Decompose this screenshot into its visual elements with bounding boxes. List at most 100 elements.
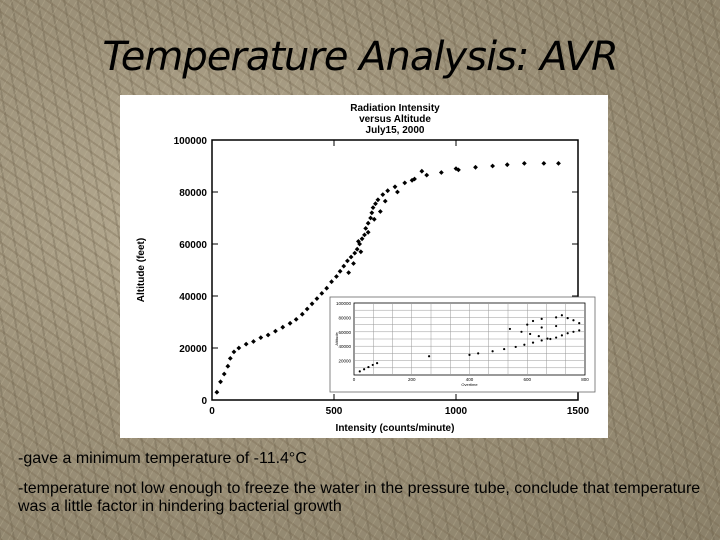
inset-data-point xyxy=(572,319,575,322)
data-point xyxy=(402,180,408,186)
inset-data-point xyxy=(540,339,543,342)
data-point xyxy=(243,341,249,347)
inset-data-point xyxy=(520,330,523,333)
data-point xyxy=(236,345,242,351)
data-point xyxy=(304,306,310,312)
data-point xyxy=(369,210,375,216)
y-tick-label: 60000 xyxy=(179,240,207,251)
data-point xyxy=(351,261,356,266)
bullet-list: -gave a minimum temperature of -11.4°C -… xyxy=(18,450,708,528)
inset-data-point xyxy=(540,317,543,320)
data-point xyxy=(293,317,299,322)
data-point xyxy=(424,172,430,178)
data-point xyxy=(373,201,378,207)
data-point xyxy=(265,332,271,338)
chart-title-line: versus Altitude xyxy=(359,114,431,125)
inset-data-point xyxy=(523,343,526,346)
inset-data-point xyxy=(578,329,581,332)
data-point xyxy=(409,177,415,183)
y-tick-label: 40000 xyxy=(179,292,207,303)
inset-data-point xyxy=(491,350,494,353)
inset-data-point xyxy=(526,323,529,326)
bullet-item: -gave a minimum temperature of -11.4°C xyxy=(18,450,307,467)
inset-data-point xyxy=(566,332,569,335)
data-point xyxy=(231,349,237,355)
data-point xyxy=(395,189,400,195)
chart-title-line: July15, 2000 xyxy=(366,125,425,136)
inset-y-tick-label: 20000 xyxy=(338,359,351,364)
inset-data-point xyxy=(367,365,370,369)
data-point xyxy=(354,246,360,252)
inset-data-point xyxy=(376,362,379,365)
x-tick-label: 0 xyxy=(209,406,215,417)
data-point xyxy=(221,371,227,377)
data-point xyxy=(392,184,398,190)
inset-data-point xyxy=(427,355,431,358)
data-point xyxy=(438,170,444,175)
data-point xyxy=(324,285,330,291)
y-tick-label: 0 xyxy=(201,396,207,407)
data-point xyxy=(309,301,315,307)
data-point xyxy=(541,161,547,166)
data-point xyxy=(356,239,361,244)
data-point xyxy=(370,205,376,210)
inset-data-point xyxy=(555,324,558,328)
inset-data-point xyxy=(363,368,366,371)
chart-panel: Radiation Intensity versus Altitude July15… xyxy=(120,95,608,438)
slide-title: Temperature Analysis: AVR xyxy=(102,34,618,80)
inset-data-point xyxy=(529,332,532,336)
x-tick-label: 1000 xyxy=(445,406,468,417)
y-tick-label: 80000 xyxy=(179,188,207,199)
data-point xyxy=(365,229,371,235)
inset-x-tick-label: 600 xyxy=(523,377,531,382)
inset-x-tick-label: 0 xyxy=(353,377,356,382)
data-point xyxy=(319,291,325,296)
inset-data-point xyxy=(560,314,563,317)
inset-y-tick-label: 80000 xyxy=(338,315,351,320)
data-point xyxy=(419,168,425,174)
data-point xyxy=(363,226,369,231)
data-point xyxy=(280,324,286,330)
data-point xyxy=(214,389,220,395)
inset-data-point xyxy=(572,330,575,333)
inset-data-point xyxy=(514,345,517,349)
chart-title-line: Radiation Intensity xyxy=(350,103,440,114)
inset-data-point xyxy=(560,334,563,337)
inset-data-point xyxy=(477,352,480,355)
data-point xyxy=(490,163,495,169)
inset-chart: 20000 40000 60000 80000 100000 0 200 400 600 800 O… xyxy=(329,296,596,393)
inset-data-point xyxy=(578,322,581,325)
y-tick-label: 20000 xyxy=(179,344,207,355)
data-point xyxy=(453,166,459,171)
data-point xyxy=(341,263,347,269)
data-point xyxy=(258,335,264,340)
inset-x-tick-label: 800 xyxy=(581,377,589,382)
plot-frame xyxy=(211,139,579,401)
inset-data-point xyxy=(503,347,506,351)
data-point xyxy=(473,164,478,170)
data-point xyxy=(521,161,527,166)
main-data-points xyxy=(214,161,561,395)
inset-y-axis-label: Altitude xyxy=(334,332,339,346)
data-point xyxy=(352,250,358,256)
data-point xyxy=(334,274,339,279)
inset-data-point xyxy=(531,341,535,344)
data-point xyxy=(314,296,320,301)
x-axis-label: Intensity (counts/minute) xyxy=(336,423,455,434)
inset-x-axis-label: Overtime xyxy=(461,382,478,387)
inset-data-point xyxy=(566,317,569,320)
data-point xyxy=(377,209,383,214)
inset-data-point xyxy=(358,370,361,373)
data-point xyxy=(362,232,367,238)
data-point xyxy=(380,192,386,197)
data-point xyxy=(218,379,223,385)
data-point xyxy=(365,220,371,226)
data-point xyxy=(385,188,391,194)
inset-data-point xyxy=(555,316,558,319)
data-point xyxy=(346,270,352,275)
inset-data-point xyxy=(508,327,512,331)
data-point xyxy=(371,216,377,222)
x-tick-label: 500 xyxy=(326,406,343,417)
main-axes: 0 20000 40000 60000 80000 100000 0 500 1000 1500 I… xyxy=(136,136,590,434)
